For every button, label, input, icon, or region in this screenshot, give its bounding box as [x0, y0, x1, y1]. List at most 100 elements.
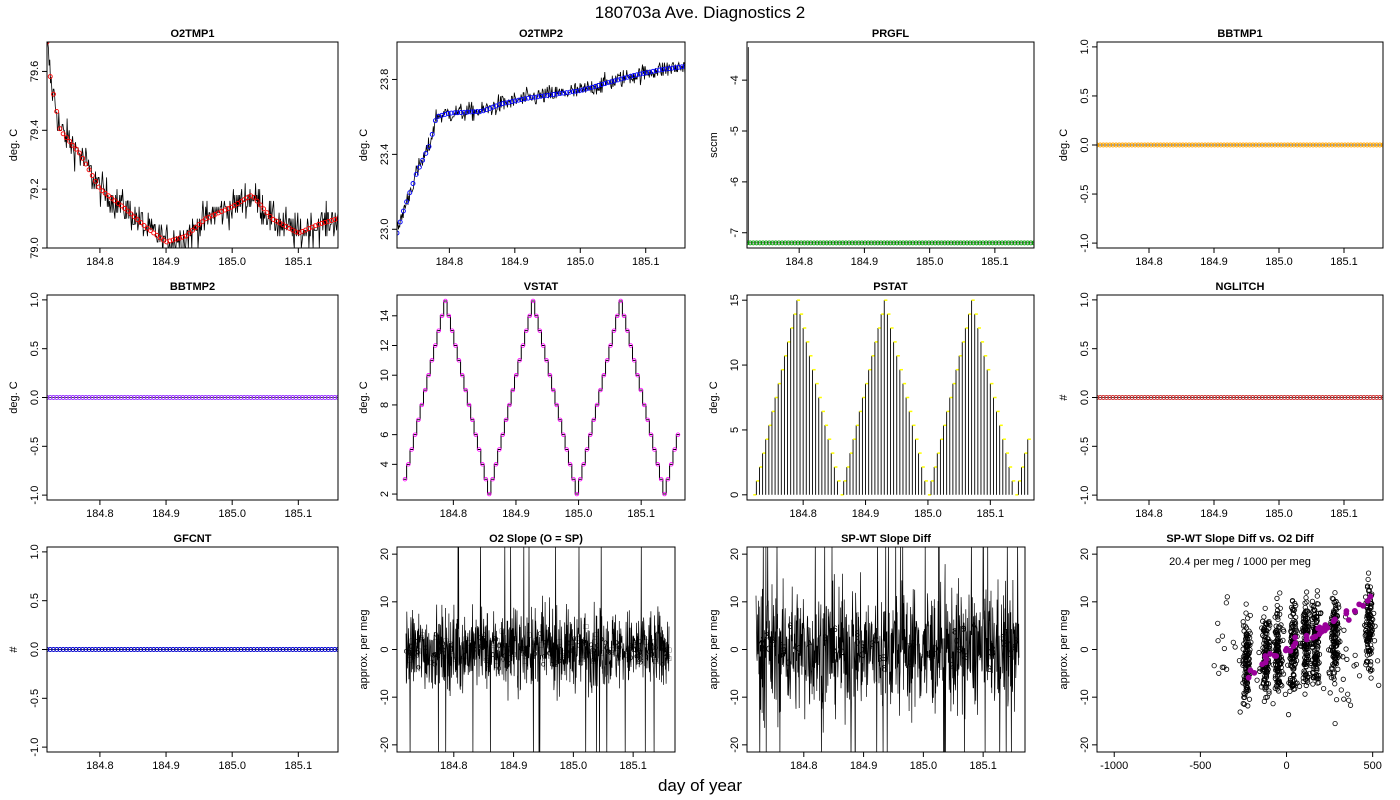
- scatter-point: [1244, 680, 1250, 686]
- fit-point: [1351, 607, 1358, 614]
- avg-point: [186, 395, 192, 400]
- scatter-point: [1335, 601, 1341, 608]
- avg-marker: □: [654, 657, 659, 666]
- avg-point: [808, 240, 814, 246]
- avg-marker: o: [450, 640, 455, 649]
- avg-point: [638, 387, 644, 393]
- scatter-point: [1345, 691, 1351, 697]
- fit-point: [1267, 651, 1274, 657]
- scatter-point: [1262, 686, 1268, 692]
- avg-point: [160, 395, 166, 400]
- scatter-point: [1274, 595, 1280, 601]
- avg-point: [325, 218, 331, 224]
- scatter-point: [1302, 646, 1308, 652]
- avg-marker: 8: [1012, 643, 1017, 653]
- avg-point: [1208, 142, 1214, 148]
- y-tick-label: -1.0: [1079, 234, 1091, 253]
- scatter-point: [1262, 637, 1268, 644]
- avg-marker: o: [572, 634, 577, 643]
- avg-point: [1231, 395, 1237, 400]
- avg-marker: 3: [870, 639, 875, 649]
- avg-point: [93, 395, 98, 400]
- avg-point: [581, 462, 586, 467]
- avg-point: [1158, 395, 1164, 400]
- plot-area: [753, 299, 1031, 496]
- avg-marker: o: [638, 658, 643, 667]
- avg-marker: □: [590, 646, 595, 655]
- scatter-point: [1279, 683, 1285, 689]
- avg-marker: □: [632, 645, 637, 654]
- avg-point: [1145, 395, 1151, 400]
- scatter-point: [1330, 653, 1336, 660]
- avg-point: [1320, 395, 1326, 400]
- scatter-point: [1291, 672, 1297, 679]
- scatter-point: [1291, 607, 1298, 613]
- avg-point: [843, 240, 849, 246]
- avg-point: [199, 395, 205, 400]
- x-tick-label: -1000: [1100, 760, 1128, 772]
- avg-point: [891, 240, 897, 246]
- avg-marker: □: [512, 634, 517, 643]
- avg-marker: B: [770, 635, 776, 645]
- avg-point: [67, 395, 73, 400]
- avg-point: [1288, 395, 1294, 400]
- avg-point: [766, 240, 772, 246]
- avg-marker: □: [419, 633, 424, 642]
- avg-point: [1126, 142, 1132, 148]
- avg-point: [400, 208, 406, 214]
- scatter-point: [1232, 644, 1238, 650]
- fit-point: [1251, 669, 1258, 676]
- scatter-point: [1366, 630, 1372, 636]
- avg-point: [830, 240, 836, 246]
- avg-marker: A: [759, 636, 765, 646]
- avg-point: [1351, 395, 1357, 400]
- avg-point: [453, 343, 458, 348]
- avg-point: [1009, 240, 1015, 246]
- scatter-point: [1309, 598, 1316, 604]
- avg-point: [1367, 142, 1373, 148]
- scatter-point: [1275, 633, 1281, 639]
- avg-point: [1294, 142, 1300, 148]
- avg-marker: o: [494, 635, 499, 644]
- scatter-point: [1331, 676, 1337, 682]
- x-tick-label: 185.1: [1330, 508, 1358, 520]
- avg-marker: o: [663, 649, 668, 658]
- avg-point: [983, 240, 989, 246]
- x-tick-label: 184.9: [501, 256, 529, 268]
- avg-point: [900, 240, 906, 246]
- avg-point: [1336, 395, 1341, 400]
- avg-point: [280, 647, 286, 652]
- avg-point: [583, 86, 589, 92]
- avg-point: [254, 198, 260, 204]
- avg-point: [296, 395, 302, 400]
- avg-point: [1186, 142, 1192, 148]
- avg-point: [1262, 142, 1268, 148]
- avg-marker: o: [434, 650, 439, 659]
- raw-series: [747, 47, 1034, 244]
- avg-point: [180, 647, 186, 652]
- avg-point: [144, 395, 150, 400]
- scatter-point: [1274, 602, 1280, 609]
- avg-point: [528, 95, 534, 101]
- avg-point: [277, 647, 283, 652]
- scatter-point: [1272, 639, 1278, 646]
- scatter-point: [1365, 658, 1371, 665]
- avg-point: [319, 220, 325, 226]
- avg-point: [1342, 142, 1348, 148]
- avg-point: [248, 395, 254, 400]
- avg-point: [173, 647, 179, 652]
- avg-point: [1291, 142, 1297, 148]
- avg-point: [540, 343, 546, 348]
- avg-marker: o: [505, 660, 510, 669]
- avg-marker: o: [439, 644, 444, 653]
- avg-point: [54, 647, 60, 652]
- y-axis-label: #: [1058, 394, 1070, 401]
- avg-point: [1332, 142, 1338, 148]
- scatter-point: [1244, 635, 1251, 642]
- avg-point: [47, 74, 53, 79]
- avg-point: [445, 111, 451, 116]
- avg-point: [588, 432, 593, 437]
- y-tick-label: 5: [729, 427, 741, 433]
- scatter-point: [1367, 584, 1373, 590]
